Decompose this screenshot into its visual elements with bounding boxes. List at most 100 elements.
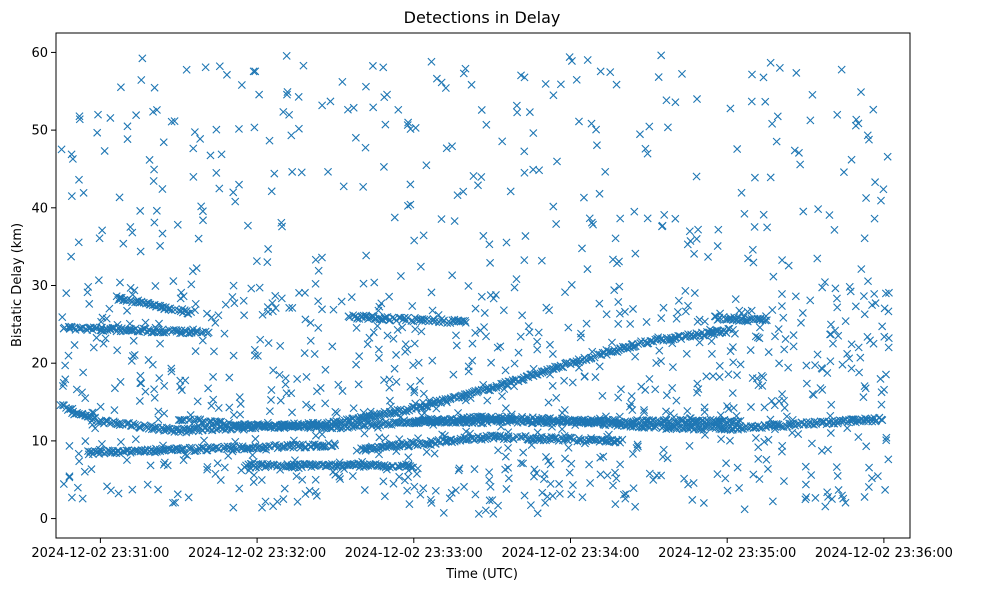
noise-point (191, 347, 200, 356)
noise-point (736, 360, 745, 369)
noise-point (813, 350, 822, 359)
noise-point (879, 185, 888, 194)
noise-point (110, 384, 119, 393)
noise-point (818, 283, 827, 292)
noise-point (471, 328, 480, 337)
noise-point (546, 370, 555, 379)
track-point (95, 417, 104, 426)
noise-point (97, 317, 106, 326)
noise-point (137, 75, 146, 84)
noise-point (642, 318, 651, 326)
noise-point (426, 440, 435, 449)
noise-point (337, 297, 346, 306)
noise-point (700, 317, 709, 326)
noise-point (419, 484, 428, 493)
noise-point (595, 414, 604, 423)
noise-point (338, 77, 347, 86)
noise-point (864, 483, 873, 491)
track-point (492, 383, 501, 392)
noise-point (375, 450, 384, 459)
noise-point (94, 276, 103, 285)
noise-point (367, 412, 376, 421)
noise-point (801, 480, 810, 489)
noise-point (831, 326, 840, 335)
noise-point (854, 343, 863, 352)
noise-point (516, 332, 525, 341)
track-point (452, 436, 461, 445)
noise-point (338, 387, 347, 396)
noise-point (614, 298, 623, 307)
noise-point (567, 56, 576, 65)
noise-point (591, 373, 600, 382)
noise-point (198, 207, 207, 216)
noise-point (598, 391, 607, 400)
noise-point (685, 227, 694, 236)
noise-point (215, 184, 224, 193)
noise-point (423, 416, 432, 425)
noise-point (479, 231, 488, 240)
noise-point (843, 424, 852, 433)
noise-point (169, 277, 178, 286)
noise-point (884, 455, 893, 464)
noise-point (845, 354, 854, 363)
noise-point (799, 207, 808, 216)
track-point (867, 415, 876, 424)
noise-point (380, 93, 389, 102)
track-point (636, 339, 645, 348)
noise-point (207, 313, 216, 322)
noise-point (725, 436, 734, 445)
noise-point (123, 122, 132, 131)
noise-point (635, 130, 644, 139)
noise-point (431, 486, 440, 495)
noise-point (737, 188, 746, 197)
noise-point (441, 84, 450, 93)
noise-point (763, 223, 772, 232)
noise-point (385, 375, 394, 384)
noise-point (81, 437, 90, 446)
noise-point (127, 356, 136, 365)
noise-point (425, 396, 434, 405)
noise-point (207, 401, 216, 410)
noise-point (411, 325, 420, 334)
noise-point (264, 244, 273, 253)
noise-point (833, 110, 842, 119)
noise-point (759, 73, 768, 82)
noise-point (202, 309, 211, 318)
noise-point (352, 323, 361, 332)
noise-point (470, 465, 479, 474)
noise-point (789, 331, 798, 340)
noise-point (589, 220, 598, 229)
noise-point (422, 447, 431, 456)
noise-point (539, 475, 548, 484)
noise-point (385, 292, 394, 301)
noise-point (881, 370, 890, 379)
noise-point (798, 308, 807, 317)
track-point (787, 419, 796, 428)
noise-point (583, 265, 592, 274)
noise-point (387, 441, 396, 450)
noise-point (659, 445, 668, 454)
noise-point (723, 486, 732, 495)
noise-point (611, 468, 620, 477)
noise-point (616, 214, 625, 223)
x-tick-label: 2024-12-02 23:34:00 (501, 546, 639, 561)
noise-point (461, 396, 470, 405)
noise-point (361, 444, 370, 453)
noise-point (263, 303, 272, 312)
noise-point (395, 435, 404, 444)
noise-point (152, 206, 161, 215)
track-point (650, 423, 659, 432)
track-point (395, 463, 404, 472)
noise-point (774, 325, 783, 334)
noise-point (769, 272, 778, 281)
noise-point (285, 110, 294, 119)
noise-point (761, 97, 770, 106)
noise-point (187, 280, 196, 289)
noise-point (625, 402, 634, 411)
noise-point (352, 446, 361, 455)
noise-point (419, 389, 428, 398)
noise-point (637, 337, 646, 346)
noise-point (324, 167, 332, 176)
noise-point (285, 303, 294, 312)
noise-point (113, 346, 122, 355)
